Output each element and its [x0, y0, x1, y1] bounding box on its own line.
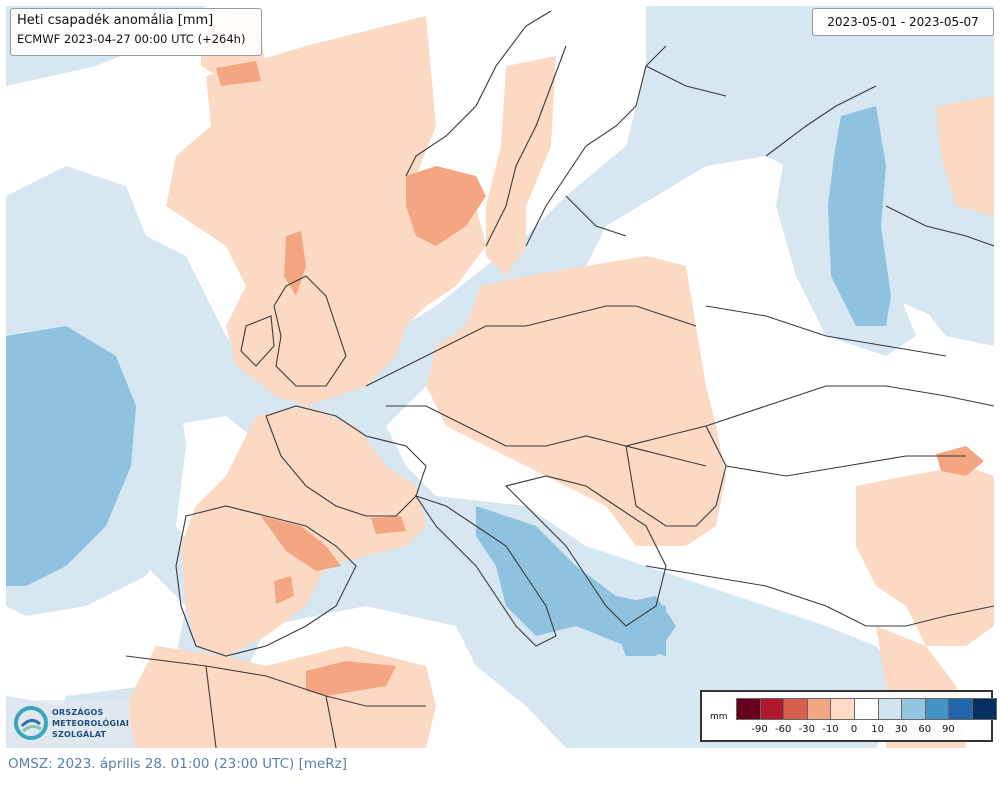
legend-swatch: [901, 698, 926, 720]
footer-timestamp: OMSZ: 2023. április 28. 01:00 (23:00 UTC…: [8, 756, 348, 772]
legend-swatch: [948, 698, 973, 720]
legend-swatch: [759, 698, 785, 720]
color-legend: mm -90 -60 -30 -10 0 10 30 60 90: [700, 690, 997, 742]
map-title-box: Heti csapadék anomália [mm] ECMWF 2023-0…: [10, 8, 262, 56]
coastlines-and-borders: [125, 10, 994, 748]
legend-tick-label: 60: [918, 724, 932, 735]
legend-swatch: [783, 698, 808, 720]
omsz-logo-icon: [14, 706, 48, 740]
legend-swatch: [924, 698, 950, 720]
date-range-label: 2023-05-01 - 2023-05-07: [812, 8, 994, 36]
legend-tick-label: 30: [894, 724, 908, 735]
legend-tick-label: 10: [871, 724, 884, 735]
legend-swatches: [736, 698, 997, 720]
legend-swatch: [806, 698, 832, 720]
legend-tick-label: -30: [798, 724, 815, 735]
logo-text-line1: ORSZÁGOS: [52, 708, 104, 717]
map-title: Heti csapadék anomália [mm]: [17, 13, 214, 28]
logo-text-line2: METEOROLÓGIAI: [52, 719, 130, 728]
model-run-label: ECMWF 2023-04-27 00:00 UTC (+264h): [17, 32, 246, 46]
legend-swatch: [853, 698, 879, 720]
legend-unit: mm: [710, 712, 728, 722]
legend-tick-label: 0: [850, 724, 858, 735]
dry-medium-areas: [216, 61, 984, 696]
legend-swatch: [971, 698, 997, 720]
legend-swatch: [877, 698, 903, 720]
legend-swatch: [830, 698, 855, 720]
legend-tick-label: -90: [751, 724, 768, 735]
legend-swatch: [736, 698, 761, 720]
legend-tick-label: -60: [775, 724, 792, 735]
legend-tick-label: -10: [822, 724, 839, 735]
legend-tick-label: 90: [942, 724, 955, 735]
logo-text-line3: SZOLGÁLAT: [52, 730, 107, 739]
omsz-logo: ORSZÁGOS METEOROLÓGIAI SZOLGÁLAT: [8, 700, 130, 746]
precipitation-anomaly-map: [6, 6, 994, 748]
